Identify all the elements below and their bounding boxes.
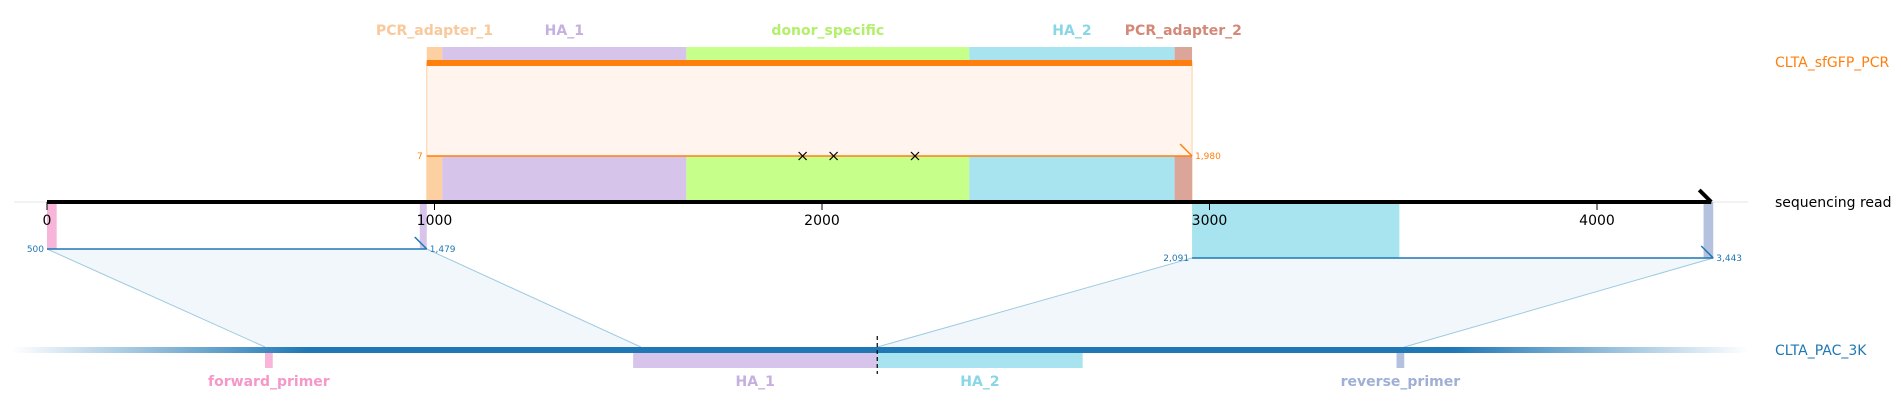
amplicon-feature-label-4: HA_2	[1052, 23, 1091, 39]
mismatch-stroke-b	[910, 151, 920, 161]
amplicon-feature-band-4	[969, 47, 1175, 63]
mismatch-stroke-b	[829, 151, 839, 161]
target-alignment-start-1: 500	[27, 245, 44, 255]
target-connector-edge-right-2	[1404, 257, 1714, 348]
reference-tick-label-2: 2000	[804, 213, 840, 229]
amplicon-alignment-start: 7	[417, 152, 423, 162]
mismatch-stroke-b	[798, 151, 808, 161]
target-feature-label-2: HA_1	[736, 374, 775, 390]
target-bar	[12, 347, 1748, 353]
target-feature-band-2	[633, 353, 878, 368]
amplicon-alignment-arrow	[1179, 143, 1193, 157]
amplicon-feature-lower-1	[426, 156, 443, 202]
target-track-label: CLTA_PAC_3K	[1775, 343, 1867, 359]
amplicon-feature-band-5	[1174, 47, 1193, 63]
reference-tick-label-4: 4000	[1579, 213, 1615, 229]
amplicon-feature-band-1	[426, 47, 443, 63]
target-alignment-start-2: 2,091	[1163, 254, 1189, 264]
target-feature-label-1: forward_primer	[208, 374, 330, 390]
target-alignment-arrow-1	[414, 236, 428, 250]
target-connector-1	[47, 249, 641, 347]
amplicon-feature-lower-3	[686, 156, 970, 202]
mismatch-marker-3	[910, 151, 920, 161]
reference-tick-label-0: 0	[43, 213, 52, 229]
target-alignment-feature-2-1	[1192, 202, 1400, 258]
target-connector-edge-left-1	[46, 248, 266, 348]
target-alignment-arrow-2	[1700, 245, 1714, 259]
target-feature-label-3: HA_2	[960, 374, 999, 390]
amplicon-feature-label-3: donor_specific	[771, 23, 884, 39]
amplicon-alignment-end: 1,980	[1195, 152, 1221, 162]
target-connector-2	[877, 258, 1714, 347]
amplicon-bar	[426, 60, 1193, 66]
target-alignment-end-1: 1,479	[430, 245, 456, 255]
target-connector-edge-right-1	[426, 248, 642, 348]
amplicon-feature-lower-2	[442, 156, 687, 202]
target-connector-edge-left-2	[877, 257, 1193, 348]
amplicon-track-label: CLTA_sfGFP_PCR	[1775, 55, 1889, 71]
amplicon-feature-label-1: PCR_adapter_1	[376, 23, 493, 39]
reference-track-label: sequencing read	[1775, 195, 1891, 211]
amplicon-feature-label-5: PCR_adapter_2	[1125, 23, 1242, 39]
target-alignment-feature-1-1	[47, 202, 57, 249]
target-alignment-end-2: 3,443	[1716, 254, 1742, 264]
target-feature-band-4	[1396, 353, 1405, 368]
reference-axis-arrow	[1697, 188, 1713, 204]
amplicon-feature-label-2: HA_1	[545, 23, 584, 39]
target-alignment-feature-2-2	[1703, 202, 1714, 258]
target-feature-label-4: reverse_primer	[1341, 374, 1461, 390]
reference-tick-label-3: 3000	[1192, 213, 1228, 229]
mismatch-marker-1	[798, 151, 808, 161]
target-feature-band-1	[265, 353, 273, 368]
mismatch-marker-2	[829, 151, 839, 161]
amplicon-feature-band-2	[442, 47, 687, 63]
amplicon-feature-lower-5	[1174, 156, 1193, 202]
reference-tick-label-1: 1000	[417, 213, 453, 229]
amplicon-feature-lower-4	[969, 156, 1175, 202]
target-feature-band-3	[877, 353, 1083, 368]
amplicon-feature-band-3	[686, 47, 970, 63]
target-alignment-feature-1-2	[419, 202, 427, 249]
